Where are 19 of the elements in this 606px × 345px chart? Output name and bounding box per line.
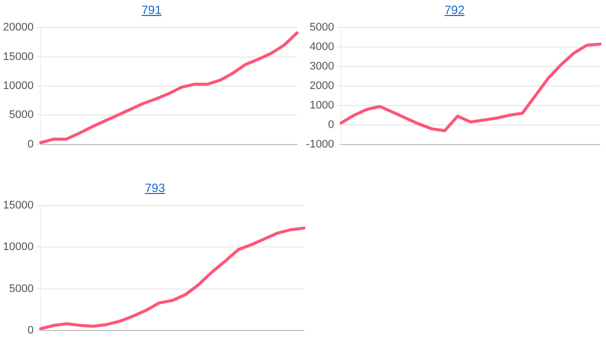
chart-title: 793 xyxy=(144,180,166,196)
chart-title: 791 xyxy=(140,2,163,18)
chart-title: 792 xyxy=(443,2,466,18)
y-tick-label: 15000 xyxy=(2,50,34,63)
y-tick-label: -1000 xyxy=(306,138,334,150)
y-tick-label: 4000 xyxy=(310,41,334,54)
y-tick-label: 20000 xyxy=(2,22,34,34)
y-tick-label: 3000 xyxy=(310,60,334,73)
y-tick-label: 0 xyxy=(328,118,334,131)
y-tick-label: 5000 xyxy=(9,282,34,295)
y-tick-label: 5000 xyxy=(310,22,334,34)
y-tick-label: 0 xyxy=(27,138,34,150)
y-tick-label: 0 xyxy=(27,324,34,336)
y-tick-label: 1000 xyxy=(310,100,334,112)
y-tick-label: 15000 xyxy=(2,200,34,212)
y-tick-label: 10000 xyxy=(2,241,34,254)
y-tick-label: 10000 xyxy=(2,80,34,92)
y-tick-label: 2000 xyxy=(310,80,334,92)
y-tick-label: 5000 xyxy=(9,109,34,122)
